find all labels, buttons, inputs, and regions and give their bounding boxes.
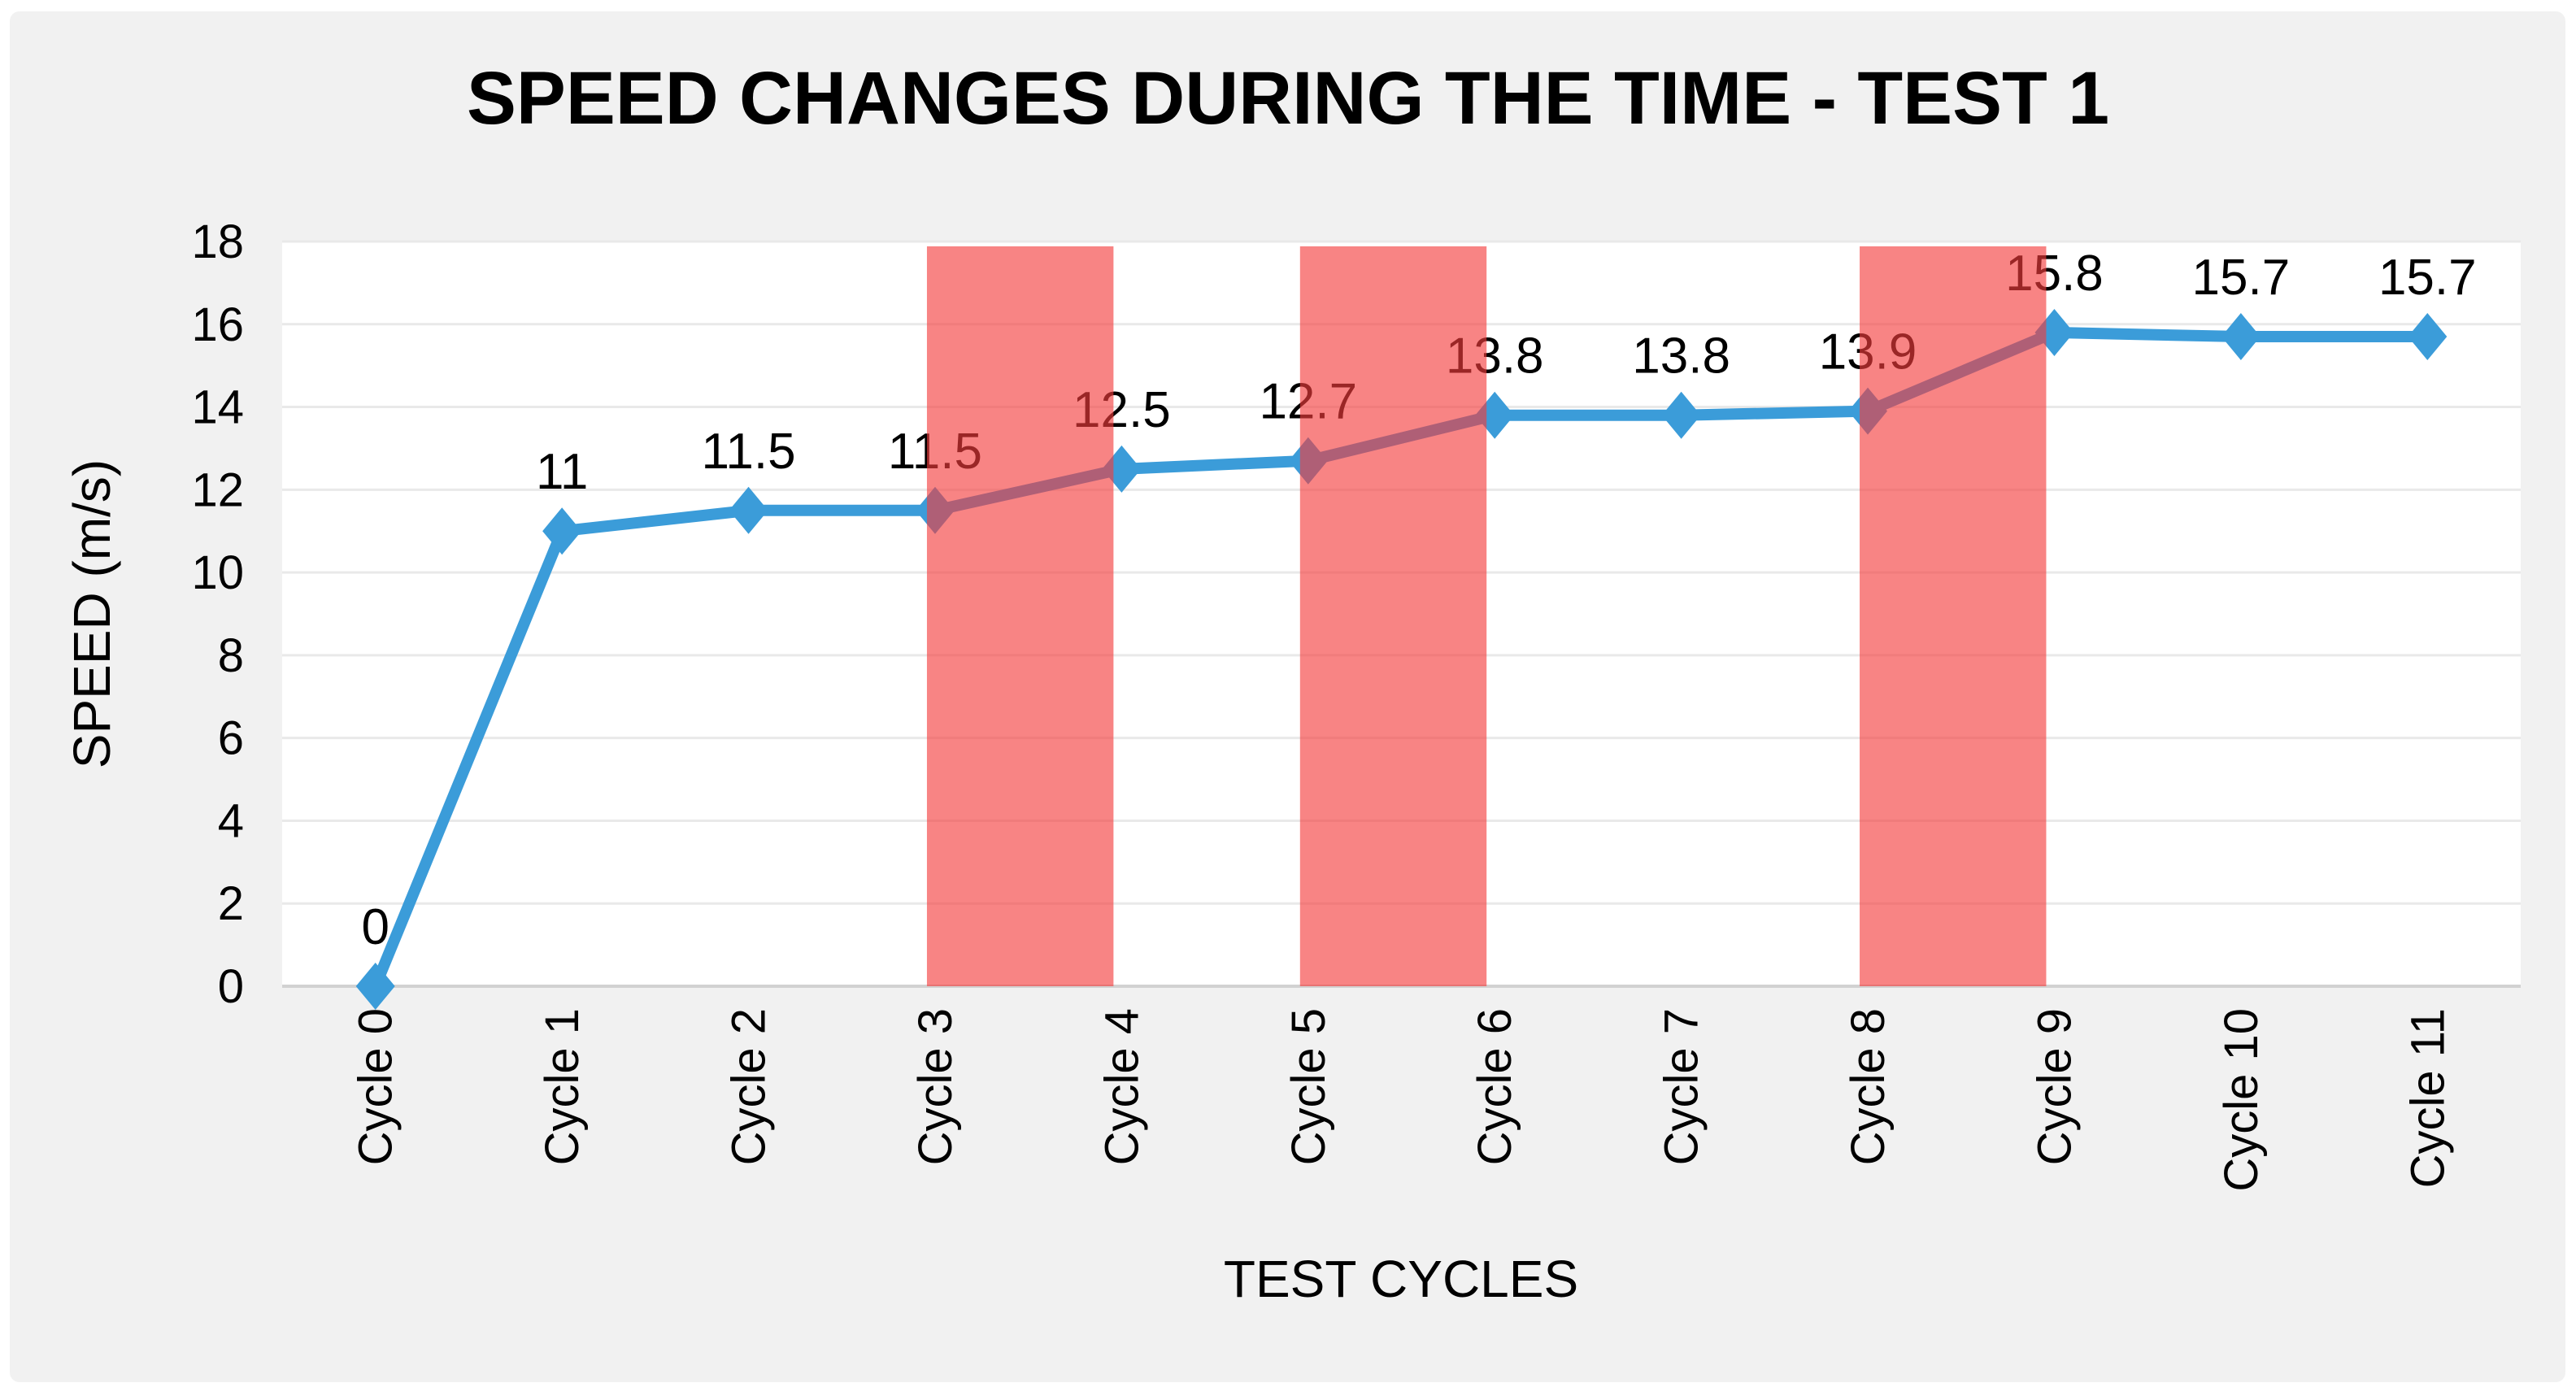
- x-tick-label: Cycle 1: [536, 1008, 589, 1165]
- x-tick-label: Cycle 8: [1842, 1008, 1895, 1165]
- y-tick-label: 14: [191, 381, 244, 434]
- data-point-marker: [1661, 391, 1701, 439]
- y-tick-label: 18: [191, 215, 244, 268]
- data-label: 13.8: [1632, 328, 1730, 385]
- data-label: 0: [361, 899, 389, 955]
- x-tick-label: Cycle 3: [909, 1008, 962, 1165]
- y-tick-label: 0: [218, 960, 244, 1013]
- data-point-marker: [355, 963, 395, 1010]
- x-tick-label: Cycle 7: [1656, 1008, 1708, 1165]
- x-tick-label: Cycle 11: [2401, 1008, 2454, 1188]
- y-tick-label: 4: [218, 794, 244, 847]
- data-label: 11: [536, 444, 588, 500]
- x-tick-label: Cycle 9: [2028, 1008, 2081, 1165]
- x-axis-title: TEST CYCLES: [1224, 1250, 1578, 1308]
- chart-title: SPEED CHANGES DURING THE TIME - TEST 1: [467, 57, 2109, 140]
- highlight-band: [1299, 246, 1487, 986]
- data-label: 11.5: [702, 424, 796, 480]
- y-tick-label: 8: [218, 629, 244, 682]
- y-tick-label: 6: [218, 712, 244, 765]
- data-label: 15.7: [2192, 250, 2291, 306]
- plot-layer: 0 2 4 6 8 10 12 14 16 18 Cycle 0 Cycle 1 Cycle 2 Cycl…: [191, 215, 2521, 1192]
- x-tick-label: Cycle 4: [1095, 1008, 1148, 1165]
- data-point-marker: [542, 507, 582, 555]
- x-tick-label: Cycle 2: [723, 1008, 776, 1165]
- x-tick-label: Cycle 6: [1469, 1008, 1521, 1165]
- y-tick-label: 16: [191, 298, 244, 351]
- y-tick-label: 12: [191, 463, 244, 516]
- highlight-band: [1860, 246, 2047, 986]
- y-tick-label: 10: [191, 546, 244, 599]
- x-tick-label: Cycle 10: [2215, 1008, 2268, 1192]
- data-point-marker: [2221, 313, 2261, 361]
- y-tick-label: 2: [218, 877, 244, 930]
- highlight-band: [926, 246, 1114, 986]
- y-axis-title: SPEED (m/s): [63, 459, 121, 768]
- data-point-marker: [729, 486, 768, 534]
- x-tick-label: Cycle 5: [1282, 1008, 1335, 1165]
- data-point-marker: [2408, 313, 2448, 361]
- x-tick-label: Cycle 0: [350, 1008, 402, 1165]
- data-label: 15.7: [2378, 250, 2477, 306]
